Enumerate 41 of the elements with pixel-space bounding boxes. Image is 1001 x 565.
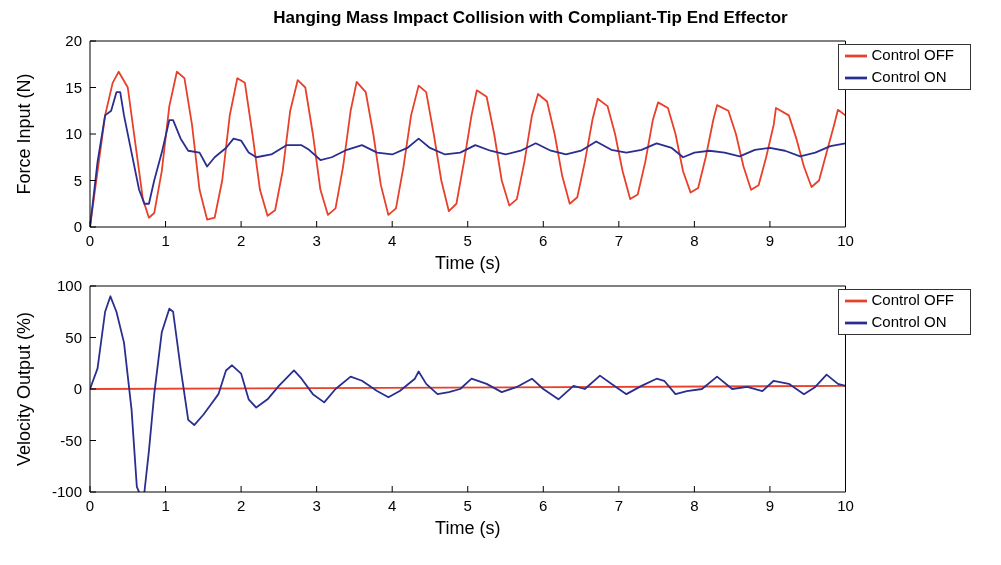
x-tick-label: 1	[161, 496, 170, 514]
y-tick-label: 0	[73, 218, 82, 236]
x-axis-title: Time (s)	[435, 253, 501, 273]
y-tick-label: -50	[60, 431, 82, 449]
x-tick-label: 0	[85, 231, 95, 249]
x-tick-label: 8	[690, 231, 699, 249]
x-tick-label: 2	[236, 231, 246, 249]
y-tick-label: 0	[73, 380, 82, 398]
x-tick-label: 2	[236, 496, 246, 514]
x-tick-label: 9	[765, 496, 775, 514]
y-tick-label: 10	[65, 125, 82, 143]
y-tick-label: 5	[73, 171, 82, 189]
y-axis-title: Velocity Output (%)	[14, 311, 35, 467]
x-tick-label: 10	[837, 496, 854, 514]
chart-title: Hanging Mass Impact Collision with Compliant-Tip End Effector	[272, 8, 789, 29]
legend-label: Control ON	[871, 67, 947, 85]
x-axis-title: Time (s)	[435, 518, 501, 538]
x-tick-label: 6	[539, 231, 548, 249]
x-tick-label: 10	[837, 231, 854, 249]
x-tick-label: 4	[388, 496, 397, 514]
x-tick-label: 1	[161, 231, 170, 249]
x-tick-label: 0	[85, 496, 95, 514]
x-tick-label: 6	[539, 496, 548, 514]
x-tick-label: 9	[765, 231, 775, 249]
x-tick-label: 7	[614, 496, 624, 514]
y-tick-label: 20	[65, 32, 82, 50]
x-tick-label: 8	[690, 496, 699, 514]
x-tick-label: 3	[312, 231, 321, 249]
x-tick-label: 7	[614, 231, 624, 249]
y-tick-label: 15	[65, 78, 82, 96]
x-tick-label: 4	[388, 231, 397, 249]
y-axis-title: Force Input (N)	[14, 73, 35, 195]
x-tick-label: 3	[312, 496, 321, 514]
x-tick-label: 5	[463, 231, 472, 249]
legend-label: Control OFF	[871, 290, 954, 308]
y-tick-label: 100	[56, 277, 82, 295]
legend-label: Control ON	[871, 312, 947, 330]
x-tick-label: 5	[463, 496, 472, 514]
y-tick-label: -100	[51, 483, 82, 501]
legend-label: Control OFF	[871, 45, 954, 63]
y-tick-label: 50	[65, 328, 82, 346]
